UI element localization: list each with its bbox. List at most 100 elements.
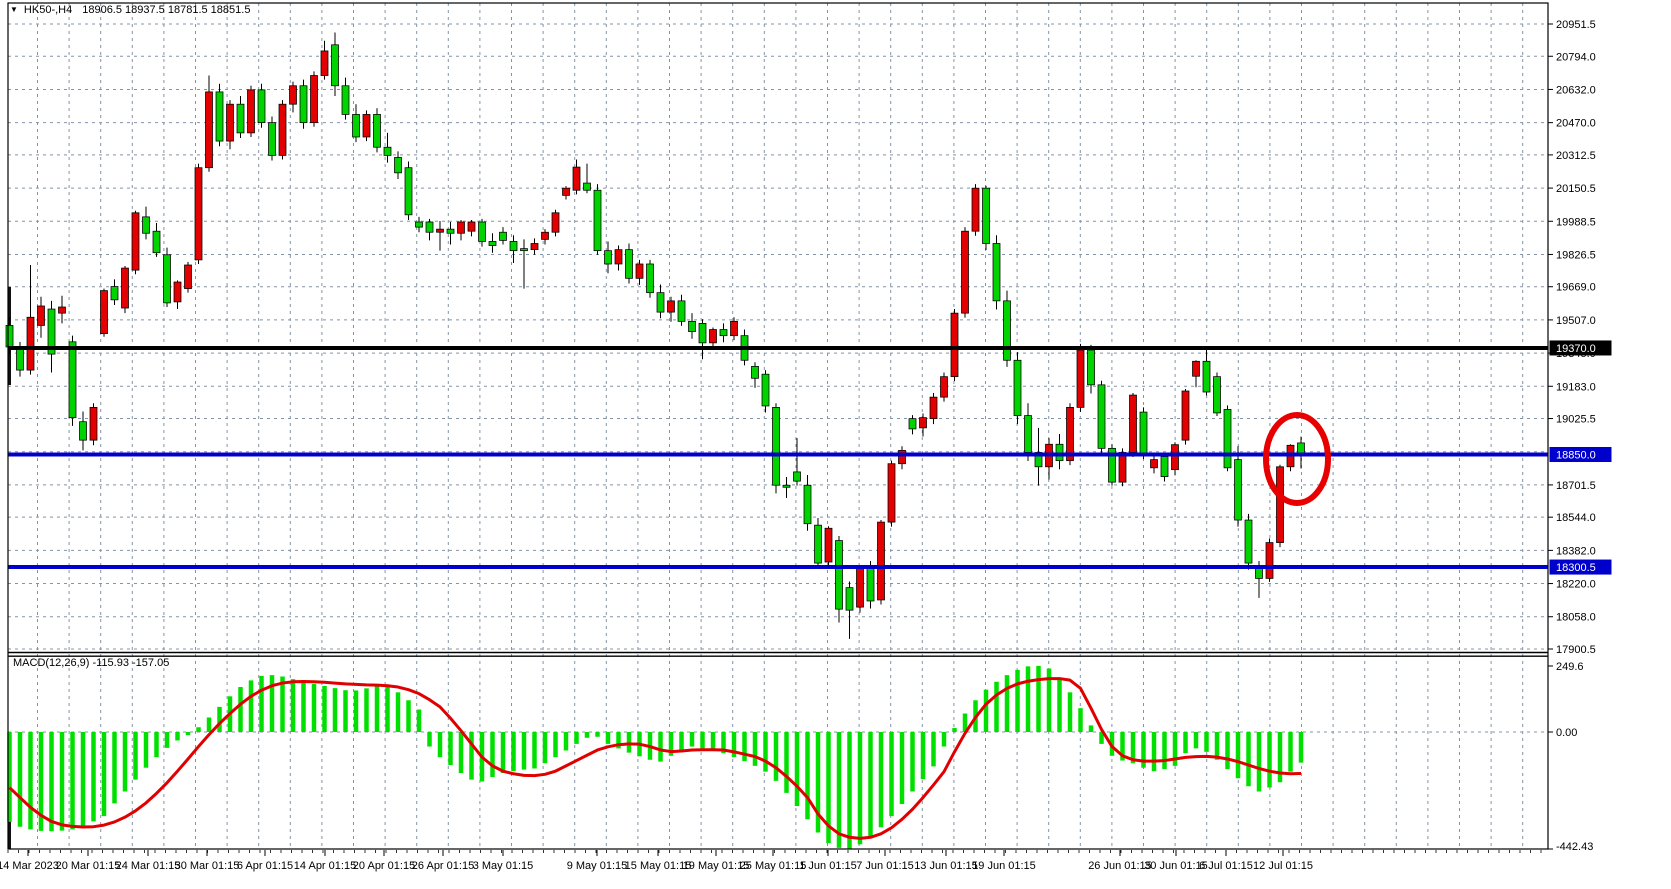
candle: [1150, 459, 1158, 469]
price-axis-label: 18220.0: [1556, 579, 1596, 591]
candle: [299, 85, 308, 124]
candle: [100, 290, 108, 335]
candle: [121, 267, 129, 309]
time-axis-label: 14 Apr 01:15: [294, 860, 356, 872]
candle: [89, 407, 98, 441]
candle: [163, 254, 171, 304]
candle: [1234, 459, 1242, 521]
macd-axis-label: 249.6: [1556, 661, 1584, 673]
price-axis-label: 17900.5: [1556, 644, 1596, 656]
price-axis-label: 20794.0: [1556, 51, 1596, 63]
price-axis-label: 20470.0: [1556, 118, 1596, 130]
candle: [635, 263, 644, 279]
candle: [184, 264, 192, 289]
time-axis-label: 6 Jul 01:15: [1199, 860, 1253, 872]
candle: [856, 566, 864, 608]
candle: [488, 241, 497, 246]
price-axis: 20951.5 20794.0 20632.0 20470.0 20312.5 20150…: [1548, 19, 1612, 853]
price-axis-label: 18058.0: [1556, 612, 1596, 624]
candle: [320, 50, 329, 76]
candle: [1024, 415, 1032, 453]
highlight-circle-annotation: [1263, 412, 1331, 506]
candle: [509, 241, 518, 252]
price-line-badge-label: 18300.5: [1556, 562, 1596, 574]
candle: [257, 89, 266, 124]
candle: [971, 187, 980, 232]
time-axis-label: 19 May 01:15: [683, 860, 750, 872]
time-axis-label: 26 Apr 01:15: [412, 860, 474, 872]
price-axis-label: 19025.5: [1556, 414, 1596, 426]
candle: [929, 396, 938, 420]
candle: [719, 329, 728, 337]
candle: [667, 300, 675, 313]
candle: [1265, 542, 1274, 579]
price-axis-label: 19826.5: [1556, 249, 1596, 261]
price-line-badge-label: 19370.0: [1556, 343, 1596, 355]
price-axis-label: 19988.5: [1556, 216, 1596, 228]
candle: [982, 187, 990, 244]
time-axis-label: 14 Mar 2023: [0, 860, 59, 872]
candle: [446, 228, 455, 234]
candle: [436, 228, 444, 233]
candle: [457, 221, 465, 234]
price-line-badge-label: 18850.0: [1556, 449, 1596, 461]
time-axis-label: 30 Mar 01:15: [175, 860, 240, 872]
candle: [1139, 411, 1148, 456]
candle: [215, 91, 224, 142]
candle: [677, 300, 686, 322]
macd-histogram-layer: [7, 665, 1304, 850]
price-line-badge: [1549, 559, 1612, 575]
candle: [1202, 360, 1211, 393]
time-axis-label: 13 Jun 01:15: [914, 860, 978, 872]
candle: [1223, 409, 1232, 469]
candle: [572, 166, 581, 191]
price-axis-label: 19669.0: [1556, 282, 1596, 294]
candle: [887, 463, 896, 523]
candle: [47, 308, 56, 355]
candle: [709, 329, 717, 344]
time-axis-label: 12 Jul 01:15: [1253, 860, 1313, 872]
candle: [772, 407, 780, 486]
time-axis-label: 15 May 01:15: [625, 860, 692, 872]
candle: [415, 221, 423, 228]
macd-axis-label: -442.43: [1556, 841, 1593, 853]
macd-indicator-label: MACD(12,26,9) -115.93 -157.05: [13, 657, 170, 669]
candle: [562, 187, 570, 196]
candle: [467, 221, 476, 232]
candle: [583, 182, 591, 191]
candle: [68, 341, 77, 418]
pane-borders: [7, 2, 1549, 850]
time-axis-label: 20 Apr 01:15: [353, 860, 415, 872]
candle: [908, 418, 917, 430]
candle: [278, 103, 287, 156]
candle: [131, 212, 140, 271]
candle: [1129, 394, 1137, 453]
candle: [226, 103, 234, 142]
price-axis-label: 20312.5: [1556, 150, 1596, 162]
ohlc-values: 18906.5 18937.5 18781.5 18851.5: [82, 4, 251, 16]
candle: [688, 320, 696, 332]
candle: [1244, 519, 1253, 564]
candle: [824, 527, 833, 563]
candle: [940, 376, 948, 398]
candle: [499, 231, 507, 241]
price-axis-label: 20951.5: [1556, 19, 1596, 31]
price-line-badge: [1549, 446, 1612, 462]
candle: [698, 323, 707, 344]
time-axis-label: 30 Jun 01:15: [1144, 860, 1208, 872]
candle: [362, 114, 371, 138]
vertical-gridlines: [37, 3, 1524, 849]
candle: [1066, 407, 1074, 462]
candle: [625, 249, 633, 279]
time-axis-label: 1 Jun 01:15: [799, 860, 857, 872]
candle: [950, 312, 959, 378]
price-axis-label: 18544.0: [1556, 512, 1596, 524]
candle: [614, 249, 623, 265]
time-axis-label: 7 Jun 01:15: [856, 860, 914, 872]
candle: [551, 212, 560, 233]
candle: [247, 89, 255, 134]
symbol-dropdown-icon[interactable]: ▼: [10, 5, 18, 14]
price-axis-label: 19183.0: [1556, 381, 1596, 393]
candle: [1276, 466, 1284, 543]
